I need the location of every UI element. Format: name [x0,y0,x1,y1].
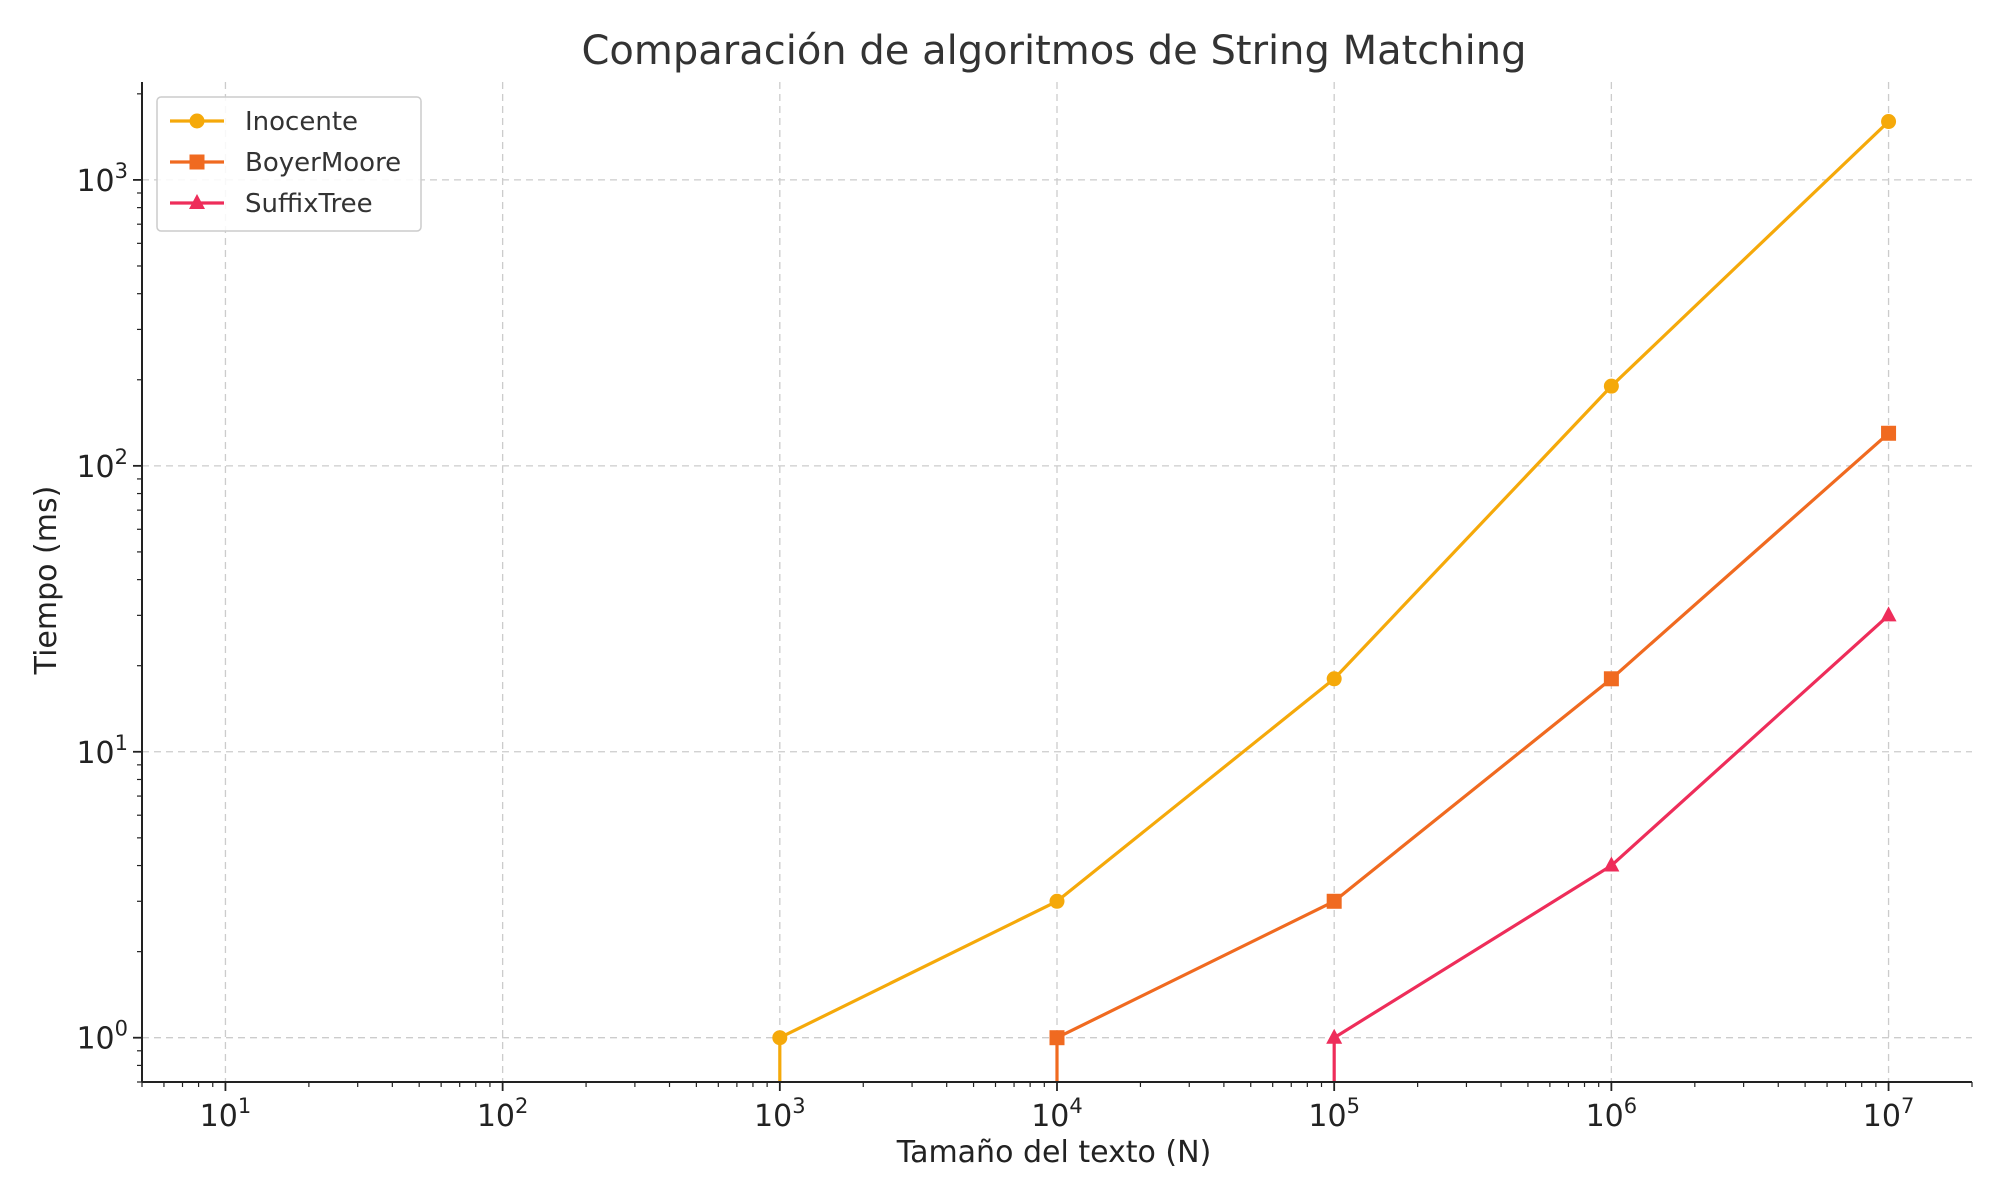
y-tick-label: 102 [76,445,128,485]
legend-label: BoyerMoore [245,148,401,178]
grid [142,82,1972,1082]
data-point [1049,893,1065,909]
legend-item: BoyerMoore [170,148,401,178]
series-boyermoore [1049,425,1897,1082]
legend-box [156,96,422,232]
data-point [1326,1028,1343,1044]
y-tick-label: 100 [76,1017,128,1057]
series-line [1332,614,1890,1082]
legend-label: Inocente [245,107,358,137]
legend-item: SuffixTree [170,189,373,219]
series-line [1055,432,1890,1082]
chart-title: Comparación de algoritmos de String Matc… [581,28,1526,74]
x-tick-label: 104 [1031,1094,1083,1134]
data-point [1326,671,1342,687]
data-point [1603,671,1619,687]
x-tick-label: 102 [477,1094,529,1134]
tick-labels: 101 102 103 104 105 106 107 100 101 102 103 [76,159,1914,1134]
y-tick-label: 103 [76,159,128,199]
x-tick-label: 107 [1863,1094,1915,1134]
series-line [778,120,1890,1082]
data-point [772,1030,788,1046]
y-axis-label: Tiempo (ms) [29,486,64,676]
x-tick-label: 106 [1586,1094,1638,1134]
legend-marker [189,154,205,170]
series-suffixtree [1326,606,1897,1082]
legend-marker [189,194,205,209]
x-tick-label: 101 [200,1094,252,1134]
series-inocente [772,114,1897,1082]
series-layer [772,114,1897,1082]
legend-marker [189,113,205,129]
data-point [1881,114,1897,130]
legend-item: Inocente [170,107,358,137]
x-tick-label: 103 [754,1094,806,1134]
y-tick-label: 101 [76,731,128,771]
axes [133,82,1973,1091]
x-tick-label: 105 [1308,1094,1360,1134]
data-point [1880,606,1897,622]
data-point [1603,378,1619,394]
data-point [1326,893,1342,909]
data-point [1049,1030,1065,1046]
x-axis-label: Tamaño del texto (N) [896,1135,1212,1170]
data-point [1603,856,1620,872]
legend-label: SuffixTree [245,189,373,219]
legend: Inocente BoyerMoore SuffixTree [156,96,422,232]
data-point [1881,425,1897,441]
